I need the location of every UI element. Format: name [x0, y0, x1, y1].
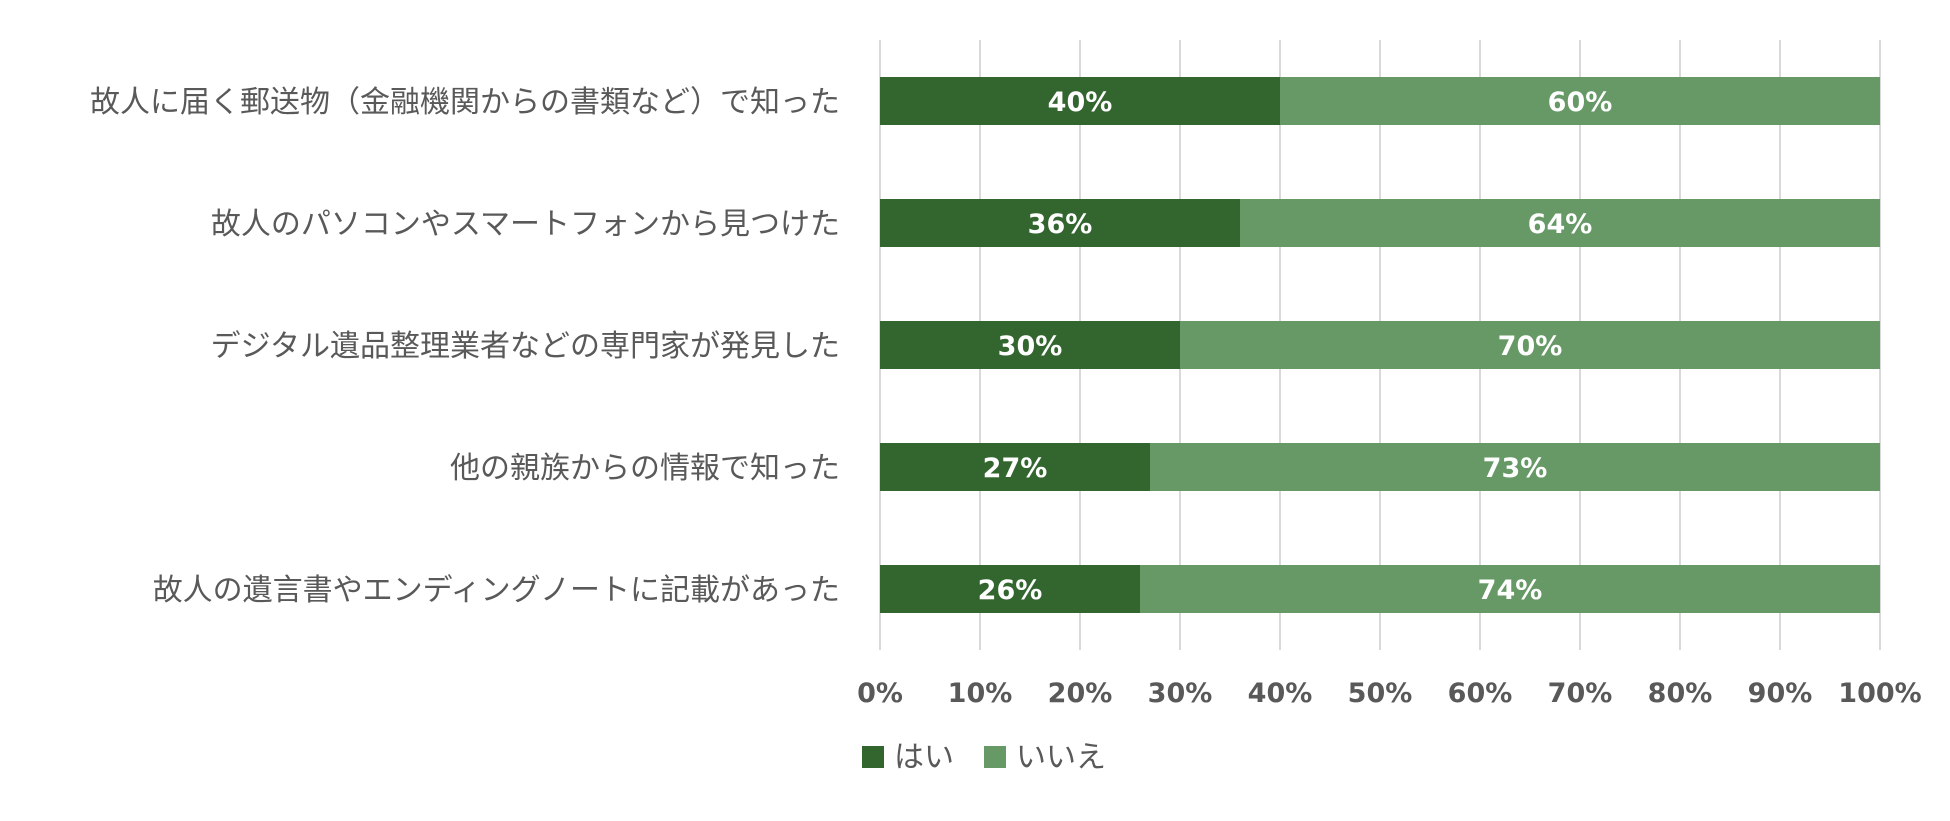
- bar-segment: [880, 199, 1240, 247]
- bar-segment: [1150, 443, 1880, 491]
- x-tick-label: 40%: [1248, 678, 1313, 709]
- x-tick-label: 70%: [1548, 678, 1613, 709]
- category-label: 故人のパソコンやスマートフォンから見つけた: [211, 207, 840, 242]
- data-label: 26%: [978, 575, 1043, 606]
- bar-segment: [1180, 321, 1880, 369]
- category-label: 他の親族からの情報で知った: [450, 451, 840, 486]
- category-label: デジタル遺品整理業者などの専門家が発見した: [211, 329, 840, 364]
- bars: 40% 60% 36% 64% 30% 70% 27% 73% 26% 74%: [880, 77, 1880, 613]
- x-tick-label: 100%: [1838, 678, 1921, 709]
- data-label: 70%: [1498, 331, 1563, 362]
- x-tick-label: 0%: [857, 678, 903, 709]
- data-label: 74%: [1478, 575, 1543, 606]
- legend-swatch: [984, 746, 1006, 768]
- bar-segment: [880, 443, 1150, 491]
- x-tick-label: 20%: [1048, 678, 1113, 709]
- bar-segment: [880, 321, 1180, 369]
- x-tick-label: 80%: [1648, 678, 1713, 709]
- legend-swatch: [862, 746, 884, 768]
- x-tick-label: 30%: [1148, 678, 1213, 709]
- data-label: 27%: [983, 453, 1048, 484]
- bar-segment: [1280, 77, 1880, 125]
- legend: はい いいえ: [862, 740, 1106, 775]
- legend-label: はい: [894, 740, 954, 775]
- bar-segment: [1240, 199, 1880, 247]
- x-axis-tick-labels: 0% 10% 20% 30% 40% 50% 60% 70% 80% 90% 100%: [857, 678, 1922, 709]
- x-tick-label: 50%: [1348, 678, 1413, 709]
- legend-label: いいえ: [1016, 740, 1106, 775]
- x-tick-label: 10%: [948, 678, 1013, 709]
- data-label: 73%: [1483, 453, 1548, 484]
- x-tick-label: 60%: [1448, 678, 1513, 709]
- category-label: 故人の遺言書やエンディングノートに記載があった: [153, 573, 840, 608]
- data-label: 36%: [1028, 209, 1093, 240]
- category-labels: 故人に届く郵送物（金融機関からの書類など）で知った故人のパソコンやスマートフォン…: [90, 85, 840, 608]
- data-label: 60%: [1548, 87, 1613, 118]
- bar-segment: [1140, 565, 1880, 613]
- data-label: 30%: [998, 331, 1063, 362]
- data-label: 40%: [1048, 87, 1113, 118]
- data-label: 64%: [1528, 209, 1593, 240]
- category-label: 故人に届く郵送物（金融機関からの書類など）で知った: [90, 85, 840, 120]
- bar-segment: [880, 565, 1140, 613]
- x-tick-label: 90%: [1748, 678, 1813, 709]
- bar-segment: [880, 77, 1280, 125]
